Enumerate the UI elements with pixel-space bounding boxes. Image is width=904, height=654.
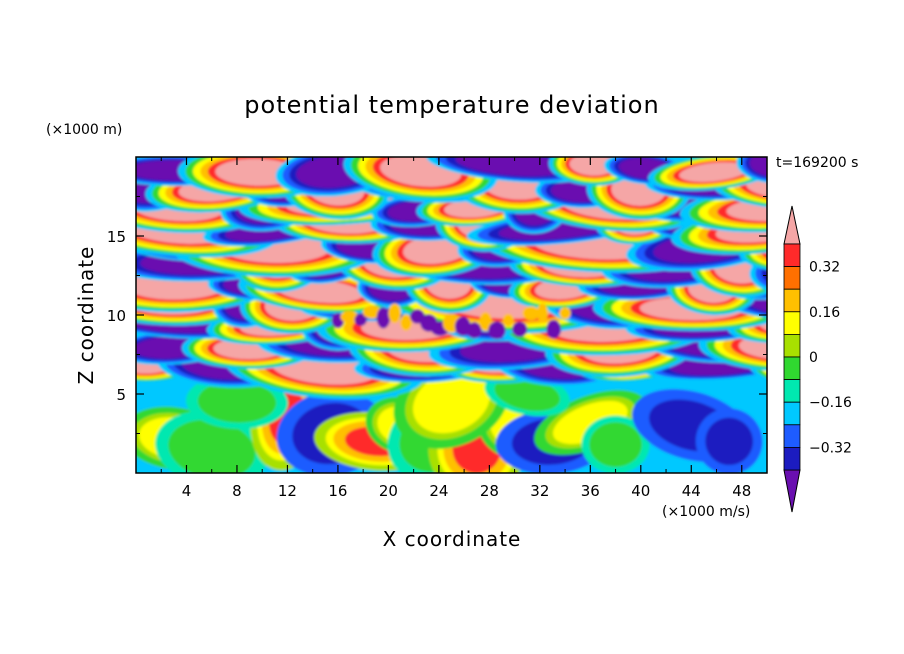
contour-region: [455, 157, 566, 177]
colorbar-band: [783, 356, 801, 381]
x-tick-label: 28: [480, 482, 499, 500]
contour-region: [559, 307, 571, 320]
contour-region: [546, 319, 562, 339]
plot-area: [136, 157, 838, 473]
colorbar-tick-label: −0.32: [809, 440, 852, 456]
contour-region: [502, 313, 514, 327]
contour-region: [354, 313, 367, 326]
colorbar-band: [783, 311, 801, 335]
x-tick-label: 12: [278, 482, 297, 500]
contour-region: [758, 345, 767, 385]
time-label: t=169200 s: [776, 155, 858, 171]
y-axis: 5 10 15: [107, 196, 767, 434]
contour-region: [340, 310, 359, 323]
contour-region: [589, 422, 642, 467]
colorbar-band: [783, 379, 801, 403]
y-tick-label: 10: [107, 307, 126, 325]
contour-region: [479, 312, 492, 332]
y-axis-label: Z coordinate: [74, 246, 98, 385]
x-tick-label: 8: [232, 482, 242, 500]
contour-field: [136, 157, 838, 473]
colorbar-band: [783, 243, 801, 268]
colorbar-band: [783, 266, 801, 290]
y-unit-label: (×1000 m): [46, 122, 122, 138]
contour-region: [488, 321, 506, 340]
contour-region: [774, 351, 834, 379]
x-axis: 4 8 12 16 20 24 28 32 36 40 44 48: [160, 157, 751, 500]
x-tick-label: 48: [732, 482, 751, 500]
contour-region: [763, 347, 767, 383]
contour-region: [536, 303, 548, 323]
colorbar-tick-label: 0: [809, 350, 818, 366]
colorbar-extend-top: [783, 205, 801, 245]
contour-region: [168, 419, 256, 473]
contour-region: [412, 370, 491, 434]
x-tick-label: 24: [429, 482, 448, 500]
contour-blobs: [136, 157, 838, 473]
colorbar-band: [783, 288, 801, 313]
contour-region: [400, 314, 412, 331]
y-tick-label: 5: [116, 386, 126, 404]
colorbar-tick-label: 0.32: [809, 260, 840, 276]
colorbar: 0.32 0.16 0 −0.16 −0.32: [783, 205, 852, 513]
contour-region: [522, 306, 540, 321]
contour-region: [679, 162, 749, 182]
x-tick-label: 32: [530, 482, 549, 500]
colorbar-band: [783, 401, 801, 426]
colorbar-tick-label: 0.16: [809, 305, 840, 321]
contour-region: [466, 322, 482, 339]
contour-region: [494, 376, 561, 412]
contour-region: [512, 321, 528, 338]
contour-region: [768, 348, 838, 381]
contour-region: [569, 157, 616, 176]
x-axis-label: X coordinate: [383, 527, 522, 551]
x-tick-label: 4: [182, 482, 192, 500]
chart-title: potential temperature deviation: [244, 91, 659, 119]
colorbar-extend-bottom: [783, 469, 801, 513]
contour-region: [197, 381, 277, 423]
x-tick-label: 16: [328, 482, 347, 500]
contour-region: [388, 303, 401, 324]
contour-region: [376, 307, 391, 329]
contour-region: [362, 305, 382, 319]
colorbar-band: [783, 424, 801, 448]
x-tick-label: 36: [581, 482, 600, 500]
x-tick-label: 44: [682, 482, 701, 500]
x-tick-label: 40: [631, 482, 650, 500]
x-tick-label: 20: [379, 482, 398, 500]
x-unit-label: (×1000 m/s): [662, 504, 750, 520]
colorbar-band: [783, 333, 801, 358]
colorbar-tick-label: −0.16: [809, 395, 852, 411]
contour-region: [705, 417, 753, 466]
colorbar-band: [783, 446, 801, 471]
y-tick-label: 15: [107, 228, 126, 246]
